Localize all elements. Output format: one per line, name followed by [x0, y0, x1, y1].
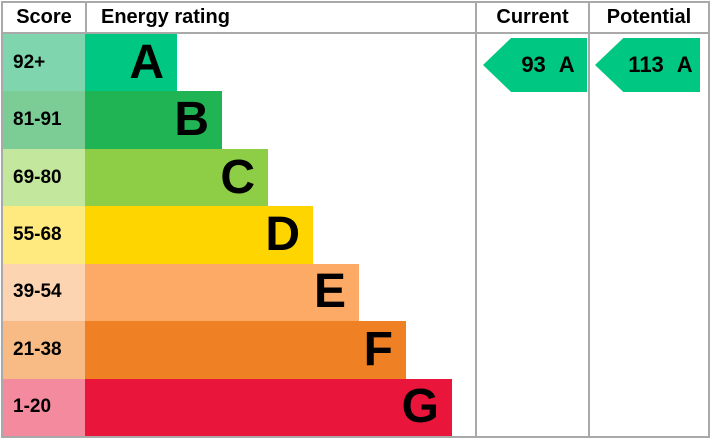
band-bar-d: D	[85, 206, 313, 264]
current-column: 93 A	[475, 34, 588, 436]
band-letter: B	[174, 93, 209, 147]
chart-header: Score Energy rating Current Potential	[3, 3, 708, 34]
score-range-label: 39-54	[3, 263, 85, 322]
band-row-a: 92+ A	[3, 34, 475, 92]
epc-rating-chart: Score Energy rating Current Potential 92…	[1, 1, 710, 438]
potential-score-value: 113	[628, 52, 664, 77]
band-bar-e: E	[85, 263, 359, 322]
band-row-b: 81-91 B	[3, 91, 475, 149]
band-letter: A	[129, 35, 164, 89]
score-range-label: 69-80	[3, 148, 85, 207]
band-bar-f: F	[85, 321, 406, 379]
band-letter: F	[363, 322, 393, 376]
potential-arrow: 113 A	[595, 38, 700, 92]
potential-grade: A	[676, 52, 693, 77]
band-letter: G	[401, 380, 439, 434]
band-row-e: 39-54 E	[3, 263, 475, 322]
score-range-label: 55-68	[3, 206, 85, 264]
score-range-label: 1-20	[3, 378, 85, 436]
band-letter: C	[220, 150, 255, 204]
current-score-value: 93	[521, 52, 546, 77]
header-potential: Potential	[588, 3, 708, 32]
band-row-d: 55-68 D	[3, 206, 475, 264]
header-energy-rating: Energy rating	[85, 3, 475, 32]
current-grade: A	[558, 52, 575, 77]
chart-body: 92+ A 81-91 B 69-80 C 55-68 D 39-54 E 21…	[3, 34, 708, 436]
score-range-label: 81-91	[3, 91, 85, 149]
score-range-label: 21-38	[3, 321, 85, 379]
band-row-g: 1-20 G	[3, 378, 475, 436]
band-letter: D	[265, 207, 300, 261]
band-bar-g: G	[85, 378, 452, 436]
header-score: Score	[16, 5, 72, 28]
header-current: Current	[475, 3, 588, 32]
band-row-f: 21-38 F	[3, 321, 475, 379]
rating-bands: 92+ A 81-91 B 69-80 C 55-68 D 39-54 E 21…	[3, 34, 475, 436]
band-bar-a: A	[85, 34, 177, 92]
band-letter: E	[313, 265, 346, 319]
band-bar-c: C	[85, 148, 268, 207]
score-range-label: 92+	[3, 34, 85, 92]
current-arrow: 93 A	[483, 38, 587, 92]
potential-column: 113 A	[588, 34, 708, 436]
band-bar-b: B	[85, 91, 222, 149]
band-row-c: 69-80 C	[3, 148, 475, 207]
